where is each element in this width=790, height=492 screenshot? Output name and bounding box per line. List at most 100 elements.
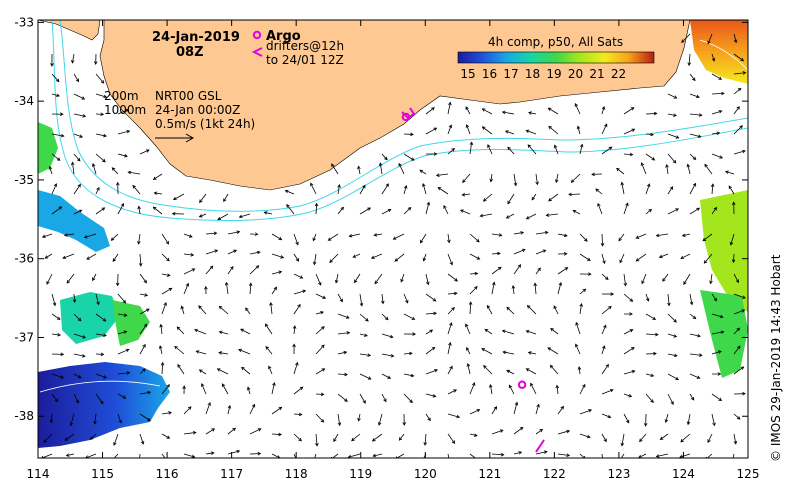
current-vector (733, 345, 741, 355)
current-vector (491, 251, 501, 256)
current-vector (549, 364, 559, 375)
current-vector (199, 193, 207, 204)
current-vector (227, 249, 238, 255)
current-vector (513, 401, 519, 415)
current-vector (501, 110, 515, 115)
current-vector (95, 186, 100, 195)
current-vector (378, 162, 383, 175)
current-vector (329, 253, 339, 264)
current-vector (711, 330, 725, 335)
current-vector (579, 433, 591, 439)
argo-markers (401, 112, 527, 389)
current-vector (502, 350, 515, 355)
current-vector (491, 429, 504, 435)
current-vector (667, 113, 677, 117)
map-date: 24-Jan-2019 (152, 30, 240, 45)
current-vector (314, 453, 317, 458)
argo-float-marker (401, 112, 411, 122)
current-vector (665, 163, 669, 175)
current-vector (249, 451, 262, 456)
current-vector (733, 125, 743, 135)
current-vector (403, 184, 408, 195)
current-vector (249, 232, 259, 236)
current-vector (507, 146, 515, 155)
current-vector (667, 293, 671, 307)
current-vector (623, 202, 629, 215)
current-vector (557, 429, 571, 435)
current-vector (600, 233, 605, 247)
current-vector (601, 106, 606, 115)
current-vector (73, 353, 86, 358)
y-tick-label: -33 (14, 15, 34, 29)
current-vector (337, 331, 351, 335)
current-vector (635, 253, 647, 262)
current-vector (139, 433, 145, 445)
colorbar-tick-label: 21 (589, 67, 604, 81)
current-vector (733, 33, 738, 44)
current-vector (459, 209, 471, 215)
current-vector (95, 373, 108, 379)
current-vector (711, 53, 716, 62)
current-vector (381, 313, 389, 321)
current-vector (195, 350, 207, 355)
current-vector (506, 306, 515, 315)
sst-patch-shelf (60, 292, 120, 344)
current-vector (337, 184, 341, 195)
current-vector (139, 273, 147, 284)
current-vector (645, 351, 657, 356)
current-vector (437, 187, 449, 195)
current-vector (292, 325, 297, 335)
isobath-200m (59, 20, 748, 212)
current-vector (227, 266, 234, 275)
isobath-200m-label: 200m (104, 89, 139, 103)
current-vector (337, 413, 342, 427)
current-vector (315, 273, 322, 286)
current-vector (372, 453, 383, 458)
current-vector (51, 73, 60, 83)
current-vector (601, 363, 609, 375)
current-vector (65, 453, 75, 457)
current-vector (689, 207, 701, 215)
current-vector (689, 293, 694, 306)
y-tick-label: -37 (14, 330, 34, 344)
current-vector (180, 305, 185, 315)
current-vector (293, 412, 303, 417)
current-vector (419, 233, 427, 244)
current-vector (381, 183, 389, 195)
current-vector (711, 73, 723, 80)
current-vector (205, 265, 214, 275)
current-vector (465, 106, 471, 115)
current-vector (73, 373, 82, 379)
current-vector (579, 383, 586, 395)
x-tick-label: 114 (27, 467, 50, 481)
current-vector (711, 293, 718, 302)
current-vector (51, 333, 61, 337)
current-vector (577, 366, 582, 375)
current-vector (729, 233, 735, 246)
current-vector (659, 433, 669, 440)
current-vector (484, 328, 493, 335)
current-vector (689, 353, 703, 357)
current-vector (601, 433, 607, 443)
current-vector (733, 309, 746, 315)
current-vector (183, 253, 195, 257)
current-vector (447, 307, 455, 315)
current-vector (425, 107, 435, 115)
current-vector (733, 293, 746, 299)
current-vector (443, 205, 449, 215)
current-vector (425, 127, 438, 135)
current-vector (645, 373, 655, 378)
current-vector (249, 250, 261, 255)
current-vector (373, 233, 383, 237)
current-vector (619, 253, 625, 264)
current-vector (689, 113, 703, 117)
current-vector (271, 253, 285, 259)
colorbar-tick-label: 19 (546, 67, 561, 81)
current-vector (711, 91, 725, 96)
current-vector (137, 233, 141, 245)
current-vector (381, 208, 392, 215)
current-vector (465, 124, 471, 135)
current-vector (555, 384, 560, 395)
current-vector (249, 428, 262, 435)
current-vector (689, 133, 702, 138)
